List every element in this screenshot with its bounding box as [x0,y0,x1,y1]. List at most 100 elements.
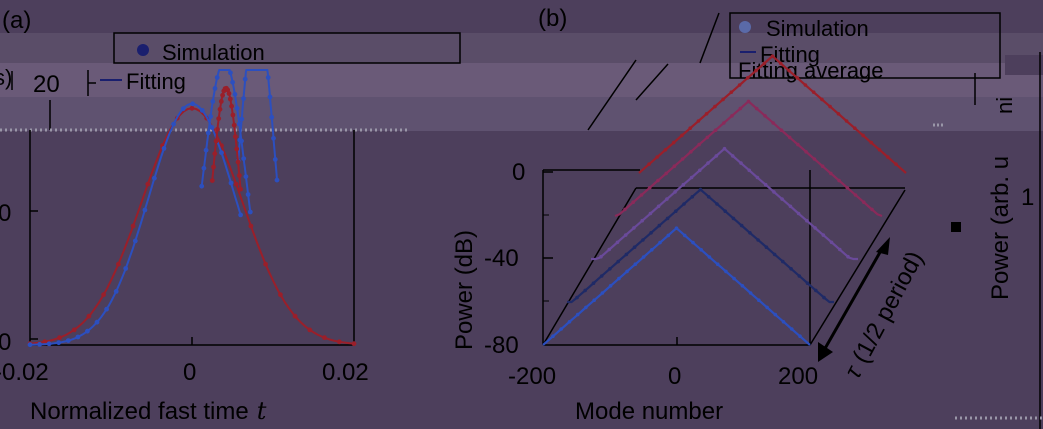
spectrum-point-3 [771,121,775,125]
tau-arrow [821,246,885,353]
spectrum-point-2 [623,233,628,237]
spectrum-point-4 [671,140,676,145]
spectrum-point-3 [664,171,668,176]
legend-simulation-label: Simulation [162,40,265,65]
pulse-point-4 [212,151,218,157]
spectrum-point-3 [870,207,874,212]
panel-a-x-tick-label: 0.02 [322,359,369,386]
spectrum-point-2 [780,197,784,201]
spectrum-point-2 [755,175,760,180]
box-edge [809,189,906,346]
spectrum-point-4 [820,97,824,102]
spectrum-point-3 [862,200,866,204]
pulse-point-4 [236,173,242,178]
pulse-point-0 [116,261,121,267]
spectrum-point-2 [656,204,661,209]
pulse-curve-1 [30,102,242,346]
pulse-point-3 [272,157,278,162]
spectrum-point-1 [583,288,587,293]
spectrum-point-1 [822,295,826,300]
spectrum-point-4 [770,54,775,58]
spectrum-point-2 [714,154,719,158]
pulse-point-4 [233,134,238,140]
spectrum-point-3 [689,150,693,154]
spectrum-point-2 [829,240,834,245]
spectrum-point-0 [732,276,736,281]
spectrum-point-2 [821,233,826,237]
spectrum-point-3 [837,178,841,183]
spectrum-point-3 [705,135,710,140]
pulse-point-0 [71,327,77,333]
pulse-point-3 [265,75,271,80]
spectrum-point-0 [691,240,695,245]
spectrum-point-0 [658,240,662,245]
spectrum-point-2 [632,226,636,230]
spectrum-point-2 [615,240,620,245]
spectrum-point-1 [657,223,662,228]
spectrum-point-0 [699,248,703,252]
pulse-point-2 [203,147,209,153]
legend-simulation-marker [137,44,149,56]
pulse-point-1 [56,340,62,346]
spectrum-point-1 [781,259,785,264]
pulse-point-4 [209,178,215,184]
panel-a: (a) Simulation Fitting 20 s) [0,7,1043,425]
spectrum-point-2 [747,168,751,173]
box-edge [635,63,669,101]
spectrum-point-3 [680,157,685,161]
pulse-point-0 [263,261,268,267]
pulse-point-1 [180,106,186,112]
spectrum-point-2 [772,190,776,194]
spectrum-point-3 [656,178,660,183]
spectrum-point-0 [592,298,596,303]
spectrum-point-1 [624,252,629,257]
spectrum-point-0 [765,305,769,310]
spectrum-point-1 [723,209,727,213]
panel-a-y-tick-label: 20 [33,71,60,98]
pulse-point-3 [239,116,245,122]
pulse-point-2 [234,105,240,111]
pulse-point-2 [199,183,205,189]
pulse-point-1 [228,180,234,186]
spectrum-point-3 [812,157,817,161]
band-strip [0,33,1043,63]
spectrum-point-1 [772,252,777,257]
pulse-point-0 [86,313,92,319]
pulse-curve-0 [29,107,355,345]
legend-simulation-label: Simulation [766,16,869,41]
spectrum-point-4 [713,104,717,109]
spectrum-point-3 [820,164,825,168]
pulse-point-1 [85,328,90,334]
spectrum-point-0 [584,305,588,310]
pulse-point-3 [241,96,246,101]
spectrum-point-4 [704,112,709,116]
pulse-point-1 [142,207,148,213]
spectrum-point-2 [739,161,743,165]
spectrum-point-4 [795,76,799,80]
spectrum-point-0 [559,327,563,331]
spectrum-point-2 [730,154,735,158]
spectrum-point-3 [779,128,784,132]
spectrum-point-2 [640,218,644,223]
spectrum-point-0 [781,320,786,324]
pulse-point-1 [37,342,42,347]
panel-b-x-tick-label: 0 [668,363,681,390]
spectrum-point-2 [796,211,801,216]
pulse-point-0 [130,223,136,229]
pulse-point-4 [230,112,236,118]
inset-y-label: Power (arb. u [987,156,1014,300]
spectrum-point-4 [696,119,701,123]
spectrum-point-4 [869,140,874,145]
spectrum-point-0 [633,262,638,267]
spectrum-point-2 [607,247,611,252]
pulse-point-2 [208,114,214,119]
panel-b-y-tick-label: -80 [484,332,519,359]
pulse-point-1 [65,338,71,343]
spectrum-point-4 [754,68,758,73]
spectrum-point-3 [787,135,792,140]
spectrum-point-3 [853,193,858,197]
spectrum-point-3 [804,150,808,154]
spectrum-point-0 [551,334,555,339]
pulse-point-1 [219,150,224,156]
